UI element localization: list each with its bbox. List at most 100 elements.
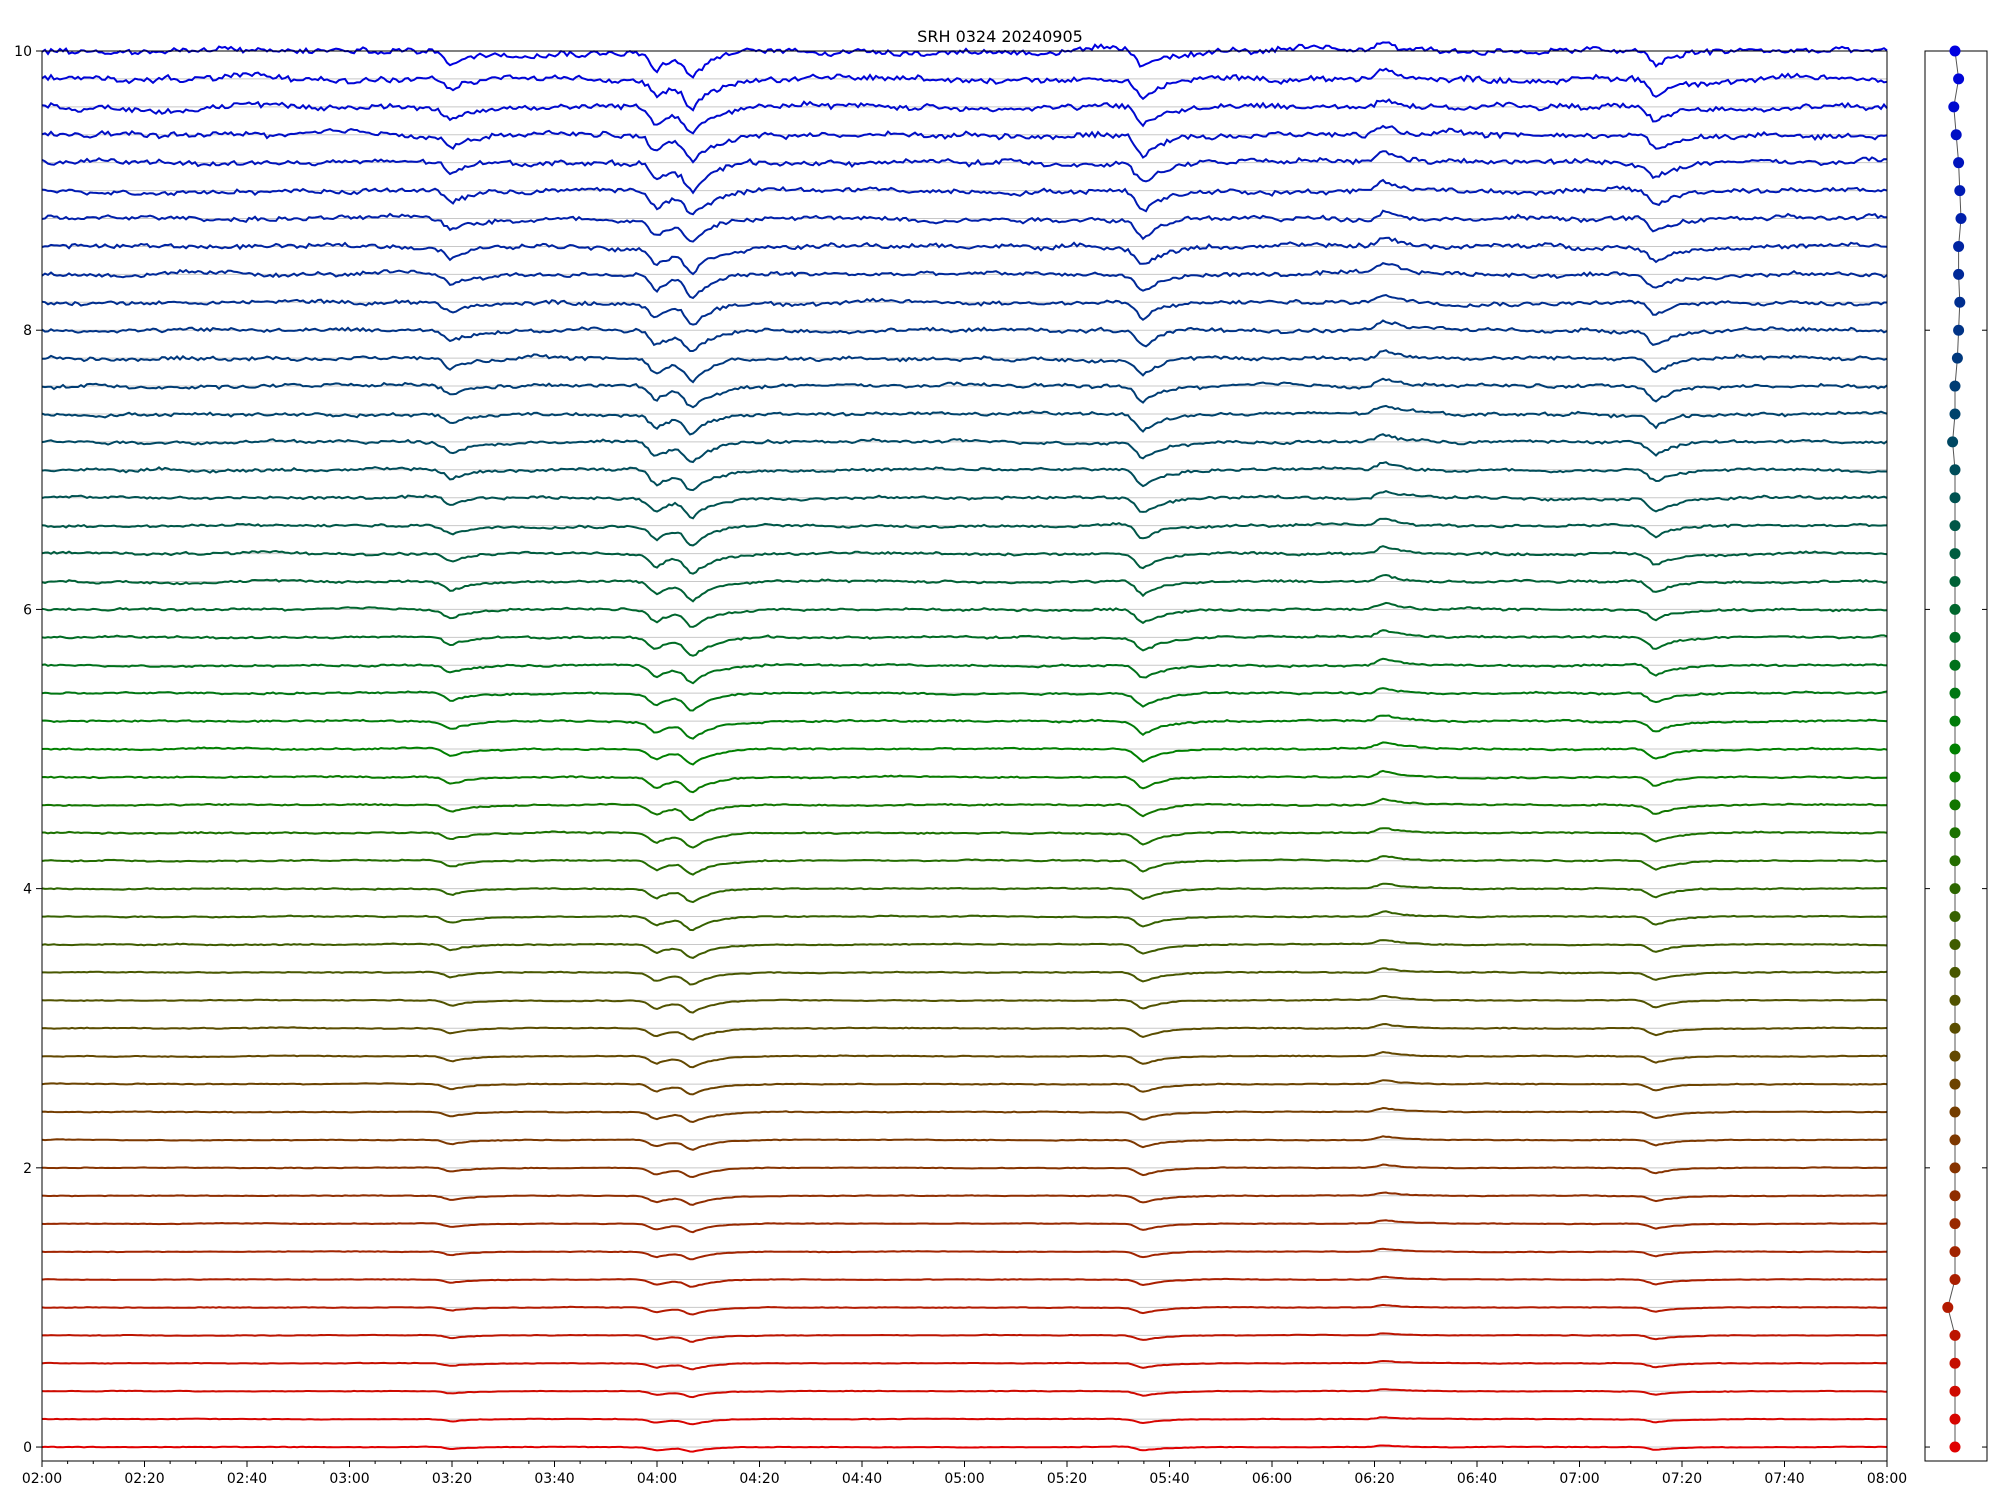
side-panel-marker xyxy=(1949,575,1961,587)
side-panel-marker xyxy=(1954,296,1966,308)
side-panel-marker xyxy=(1949,492,1961,504)
series-line xyxy=(41,293,1887,326)
side-panel-marker xyxy=(1949,464,1961,476)
side-panel-marker xyxy=(1949,771,1961,783)
side-panel-marker xyxy=(1949,603,1961,615)
x-tick-label: 05:20 xyxy=(1047,1471,1087,1487)
series-line xyxy=(41,461,1888,492)
series-line xyxy=(41,1079,1888,1096)
side-panel-marker xyxy=(1949,1274,1961,1286)
series-line xyxy=(41,1275,1888,1288)
series-line xyxy=(41,1444,1888,1453)
series-line xyxy=(42,1163,1888,1179)
x-tick-label: 07:40 xyxy=(1764,1471,1804,1487)
series-line xyxy=(42,349,1888,384)
x-tick-label: 02:20 xyxy=(124,1471,164,1487)
plot-frame xyxy=(41,50,1888,1462)
side-panel-marker xyxy=(1949,1357,1961,1369)
side-panel-marker xyxy=(1953,157,1965,169)
x-axis: 02:00 02:20 02:40 03:00 03:20 03:40 04:00 04:20… xyxy=(22,1461,1907,1487)
x-tick-label: 02:40 xyxy=(227,1471,267,1487)
side-panel-marker xyxy=(1949,827,1961,839)
series-line xyxy=(41,629,1888,657)
x-tick-label: 05:40 xyxy=(1149,1471,1189,1487)
side-panel-marker xyxy=(1949,1385,1961,1397)
series-line xyxy=(41,41,1888,79)
side-panel-marker xyxy=(1949,855,1961,867)
side-panel-marker xyxy=(1949,938,1961,950)
side-panel-marker xyxy=(1949,1246,1961,1258)
series-line xyxy=(41,236,1888,276)
x-tick-label: 04:40 xyxy=(842,1471,882,1487)
y-tick-label: 6 xyxy=(23,602,32,618)
series-line xyxy=(41,1416,1888,1426)
side-panel-marker xyxy=(1949,743,1961,755)
side-panel-marker xyxy=(1949,1329,1961,1341)
series-line xyxy=(41,98,1888,135)
side-panel-marker xyxy=(1949,380,1961,392)
series-line xyxy=(41,1219,1888,1234)
series-line xyxy=(41,404,1888,436)
side-panel-marker xyxy=(1942,1301,1954,1313)
side-panel-marker xyxy=(1949,883,1961,895)
side-panel-marker xyxy=(1949,1190,1961,1202)
side-panel-marker xyxy=(1949,45,1961,57)
series-line xyxy=(41,1388,1888,1399)
y-axis: 0 2 4 6 8 10 xyxy=(14,44,42,1456)
side-panel-marker xyxy=(1949,1050,1961,1062)
side-panel-marker xyxy=(1953,73,1965,85)
side-panel-marker xyxy=(1947,436,1959,448)
series-line xyxy=(41,517,1887,547)
series-line xyxy=(41,687,1888,712)
side-panel-marker xyxy=(1953,240,1965,252)
x-tick-label: 03:00 xyxy=(329,1471,369,1487)
series-line xyxy=(41,1332,1888,1343)
x-tick-label: 02:00 xyxy=(22,1471,62,1487)
series-line xyxy=(41,1106,1888,1124)
chart-title: SRH 0324 20240905 xyxy=(917,27,1083,46)
x-tick-label: 05:00 xyxy=(944,1471,984,1487)
series-line xyxy=(41,995,1888,1014)
side-panel-marker xyxy=(1949,715,1961,727)
side-panel-markers xyxy=(1942,45,1967,1453)
x-tick-label: 03:40 xyxy=(534,1471,574,1487)
side-panel-marker xyxy=(1949,1022,1961,1034)
x-tick-label: 07:00 xyxy=(1559,1471,1599,1487)
series-line xyxy=(41,939,1888,959)
y-tick-label: 2 xyxy=(23,1161,32,1177)
y-tick-label: 4 xyxy=(23,882,32,898)
series-line xyxy=(41,1135,1887,1151)
side-panel-marker xyxy=(1949,408,1961,420)
series-line xyxy=(41,209,1888,243)
side-panel-marker xyxy=(1949,1218,1961,1230)
series-line xyxy=(41,433,1888,464)
series-line xyxy=(41,150,1888,195)
side-panel-marker xyxy=(1949,687,1961,699)
y-tick-label: 0 xyxy=(23,1440,32,1456)
side-panel-marker xyxy=(1949,1134,1961,1146)
side-panel-marker xyxy=(1954,185,1966,197)
side-panel-marker xyxy=(1953,268,1965,280)
x-tick-label: 06:20 xyxy=(1354,1471,1394,1487)
side-panel-marker xyxy=(1949,911,1961,923)
series-line xyxy=(41,769,1887,794)
series-line xyxy=(41,1247,1887,1261)
y-tick-label: 10 xyxy=(14,44,32,60)
series-line xyxy=(42,910,1888,932)
series-line xyxy=(41,573,1888,603)
series-line xyxy=(42,967,1888,986)
series-line xyxy=(41,261,1888,300)
side-panel-marker xyxy=(1949,799,1961,811)
side-panel-marker xyxy=(1949,1078,1961,1090)
series-line xyxy=(41,1191,1888,1206)
series-line xyxy=(41,1359,1888,1371)
series-line xyxy=(41,1303,1888,1316)
side-panel-marker xyxy=(1948,101,1960,113)
series-line xyxy=(41,601,1888,628)
series-line xyxy=(41,377,1888,409)
side-panel-ticks xyxy=(1925,50,1987,1448)
series-line xyxy=(41,882,1888,904)
side-panel-marker xyxy=(1949,1106,1961,1118)
x-tick-label: 04:00 xyxy=(637,1471,677,1487)
